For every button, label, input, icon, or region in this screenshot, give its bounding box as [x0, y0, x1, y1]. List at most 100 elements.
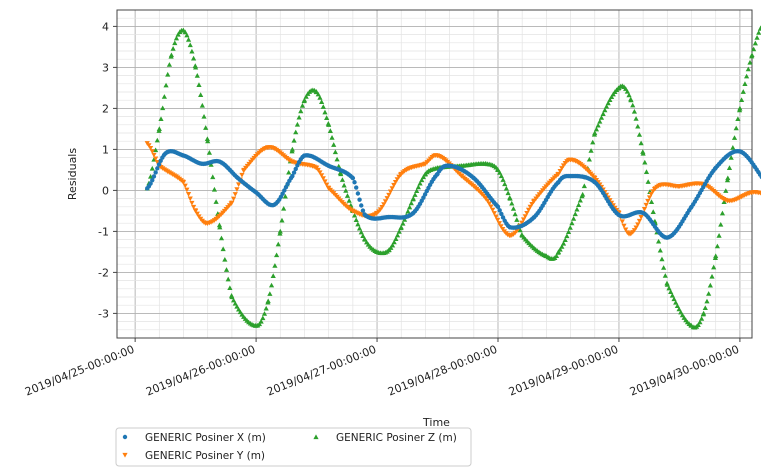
series-2-point — [389, 242, 396, 248]
series-2-point — [149, 165, 155, 171]
series-2-point — [270, 273, 276, 278]
series-0-point — [357, 197, 362, 202]
legend: GENERIC Posiner X (m) GENERIC Posiner Y (… — [115, 427, 472, 467]
series-2-point — [351, 212, 358, 218]
series-2-point — [203, 125, 209, 130]
series-1-point — [389, 186, 395, 191]
series-2-point — [738, 97, 745, 103]
series-2-point — [196, 82, 202, 87]
series-2-point — [161, 94, 167, 99]
series-2-point — [344, 193, 351, 198]
series-1-point — [239, 172, 245, 178]
legend-marker-1 — [122, 452, 128, 458]
series-1-point — [490, 207, 496, 213]
series-0-point — [293, 166, 298, 172]
series-2-point — [624, 88, 630, 94]
series-2-point — [510, 206, 517, 211]
series-2-point — [662, 273, 668, 278]
series-0-point — [155, 166, 160, 171]
series-2-point — [218, 235, 225, 241]
series-2-point — [326, 122, 332, 127]
series-2-point — [293, 129, 299, 135]
series-1-point — [230, 196, 237, 202]
series-2-point — [638, 140, 644, 146]
series-0 — [145, 148, 761, 240]
series-1-point — [519, 220, 525, 226]
series-2-point — [659, 256, 665, 262]
series-0-point — [500, 215, 506, 220]
series-2-point — [267, 291, 273, 296]
series-0-point — [291, 170, 297, 175]
series-1-point — [320, 176, 326, 181]
series-2-point — [265, 298, 271, 304]
series-1-point — [185, 192, 192, 197]
series-2-point — [388, 245, 394, 250]
series-2-point — [263, 305, 269, 311]
series-2-point — [324, 115, 330, 120]
series-2-point — [227, 285, 233, 291]
series-2-point — [580, 191, 586, 197]
series-2-point — [719, 210, 726, 216]
series-0-point — [150, 177, 155, 183]
series-2-point — [721, 199, 727, 205]
y-tick-label: 3 — [102, 61, 109, 74]
x-tick-label: 2019/04/26-00:00:00 — [144, 343, 257, 399]
series-1-point — [146, 143, 152, 148]
series-2-point — [147, 173, 154, 179]
series-1-point — [384, 196, 390, 201]
series-2-point — [303, 94, 309, 99]
series-2-point — [322, 109, 328, 115]
series-2-point — [718, 221, 724, 227]
series-1-point — [491, 211, 497, 216]
series-2-point — [657, 247, 663, 253]
series-2-point — [268, 282, 275, 288]
series-0-point — [421, 195, 426, 200]
series-2-point — [398, 224, 404, 230]
series-2-point — [756, 30, 761, 35]
series-1-point — [520, 217, 527, 223]
series-2-point — [419, 177, 425, 183]
series-2-point — [630, 102, 636, 108]
series-0-point — [499, 211, 504, 217]
series-2-point — [286, 169, 292, 175]
series-2-point — [216, 222, 223, 228]
series-2-point — [569, 220, 575, 226]
series-2-point — [572, 211, 578, 217]
series-2-point — [256, 321, 263, 327]
series-1-point — [194, 211, 200, 217]
series-1-point — [619, 219, 625, 225]
series-1-point — [623, 227, 629, 233]
legend-label-2: GENERIC Posiner Z (m) — [336, 432, 457, 444]
series-1-point — [236, 182, 242, 188]
series-2-point — [673, 299, 679, 305]
series-2-point — [189, 48, 195, 54]
series-2-point — [509, 200, 515, 206]
series-2-point — [608, 94, 615, 99]
series-2-point — [567, 225, 573, 230]
series-2-point — [706, 291, 712, 296]
series-2-point — [668, 289, 674, 294]
series-2-point — [343, 188, 349, 193]
series-2-point — [334, 156, 340, 162]
series-2-point — [407, 204, 413, 210]
series-2-point — [332, 149, 338, 155]
series-1-point — [153, 156, 159, 162]
x-tick-label: 2019/04/25-00:00:00 — [23, 343, 136, 399]
series-2-point — [595, 122, 601, 128]
legend-label-0: GENERIC Posiner X (m) — [145, 432, 266, 444]
series-2-point — [185, 37, 192, 42]
series-2-point — [319, 99, 325, 105]
series-1-point — [151, 152, 157, 158]
series-0-point — [295, 163, 300, 168]
series-0-point — [495, 204, 501, 209]
series-2-point — [503, 185, 509, 191]
series-2-point — [605, 100, 611, 106]
series-0-point — [360, 208, 366, 213]
series-1-point — [381, 202, 387, 207]
series-0-point — [359, 203, 364, 208]
series-2-point — [172, 40, 178, 46]
series-2-point — [393, 236, 399, 241]
series-2-point — [360, 233, 366, 238]
series-1-point — [641, 206, 648, 212]
